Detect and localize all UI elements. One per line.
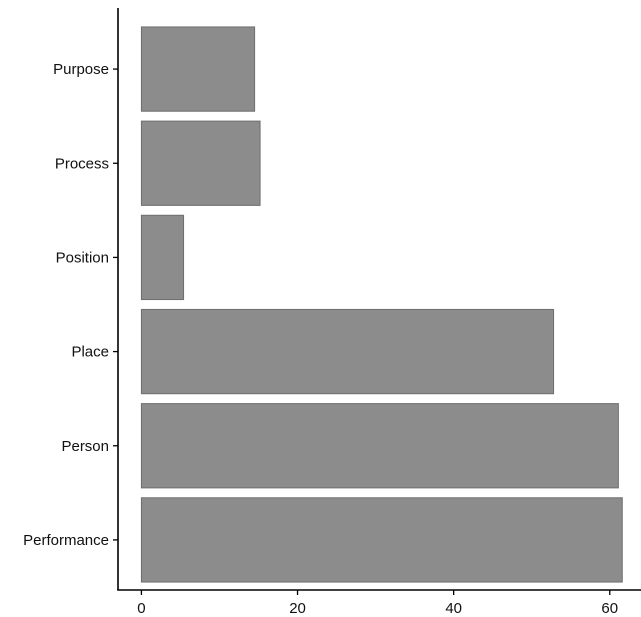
x-tick-label-60: 60 bbox=[601, 600, 618, 617]
bar-purpose bbox=[140, 26, 256, 112]
y-tick-label-process: Process bbox=[55, 155, 109, 172]
bar-person bbox=[140, 403, 619, 489]
bars-group bbox=[140, 26, 623, 583]
x-tick-label-40: 40 bbox=[445, 600, 462, 617]
x-tick-label-0: 0 bbox=[137, 600, 145, 617]
bar-performance bbox=[140, 497, 623, 583]
y-tick-label-purpose: Purpose bbox=[53, 61, 109, 78]
y-tick-label-place: Place bbox=[71, 344, 109, 361]
y-tick-label-person: Person bbox=[61, 438, 109, 455]
bar-process bbox=[140, 120, 261, 206]
y-tick-label-position: Position bbox=[56, 249, 109, 266]
bar-position bbox=[140, 214, 185, 301]
y-axis-ticks: Purpose Process Position Place Person Perform… bbox=[23, 61, 118, 549]
bar-place bbox=[140, 308, 555, 395]
x-tick-label-20: 20 bbox=[289, 600, 306, 617]
y-tick-label-performance: Performance bbox=[23, 532, 109, 549]
x-axis-ticks: 0 20 40 60 bbox=[137, 590, 618, 617]
